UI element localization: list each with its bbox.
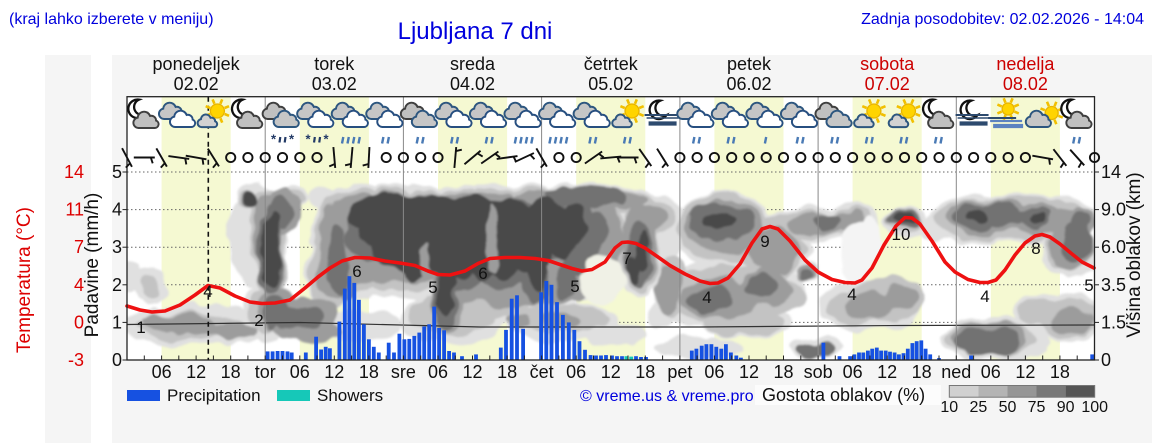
svg-text:18: 18	[497, 362, 517, 382]
svg-text:06: 06	[566, 362, 586, 382]
svg-text:4: 4	[74, 275, 84, 295]
svg-text:sre: sre	[391, 362, 416, 382]
svg-text:ned: ned	[941, 362, 971, 382]
svg-text:0: 0	[1101, 350, 1111, 370]
svg-text:*: *	[306, 132, 312, 147]
svg-text:12: 12	[1015, 362, 1035, 382]
svg-text:7: 7	[622, 249, 631, 268]
svg-text:(kraj lahko izberete v meniju): (kraj lahko izberete v meniju)	[9, 11, 214, 28]
svg-text:9: 9	[760, 232, 769, 251]
svg-text:4: 4	[203, 282, 212, 301]
svg-text:6: 6	[478, 264, 487, 283]
svg-text:*: *	[324, 132, 330, 147]
svg-text:Showers: Showers	[317, 386, 383, 405]
svg-text:04.02: 04.02	[450, 74, 495, 94]
svg-text:18: 18	[635, 362, 655, 382]
svg-text:06: 06	[981, 362, 1001, 382]
svg-text:5: 5	[570, 277, 579, 296]
svg-text:14: 14	[64, 162, 84, 182]
svg-text:06: 06	[704, 362, 724, 382]
svg-text:1.5: 1.5	[1101, 312, 1126, 332]
svg-text:18: 18	[912, 362, 932, 382]
svg-text:02.02: 02.02	[174, 74, 219, 94]
svg-text:5: 5	[1084, 276, 1093, 295]
svg-text:06.02: 06.02	[726, 74, 771, 94]
svg-text:Gostota oblakov (%): Gostota oblakov (%)	[762, 385, 925, 405]
svg-text:torek: torek	[314, 54, 355, 74]
svg-text:5: 5	[428, 278, 437, 297]
svg-text:4: 4	[847, 285, 856, 304]
svg-text:06: 06	[843, 362, 863, 382]
svg-text:pet: pet	[667, 362, 692, 382]
svg-text:Temperatura (°C): Temperatura (°C)	[14, 207, 35, 353]
svg-text:08.02: 08.02	[1003, 74, 1048, 94]
svg-text:3.5: 3.5	[1101, 275, 1126, 295]
svg-text:3: 3	[112, 237, 122, 257]
svg-text:7: 7	[74, 237, 84, 257]
svg-text:ponedeljek: ponedeljek	[153, 54, 241, 74]
svg-text:*: *	[271, 132, 277, 147]
svg-text:12: 12	[186, 362, 206, 382]
svg-text:12: 12	[739, 362, 759, 382]
svg-text:10: 10	[892, 225, 911, 244]
svg-text:18: 18	[773, 362, 793, 382]
svg-text:8: 8	[1031, 239, 1040, 258]
svg-text:1: 1	[136, 318, 145, 337]
svg-text:-3: -3	[68, 350, 84, 370]
svg-text:05.02: 05.02	[588, 74, 633, 94]
svg-text:18: 18	[221, 362, 241, 382]
svg-text:2: 2	[254, 311, 263, 330]
svg-text:Višina oblakov (km): Višina oblakov (km)	[1124, 172, 1145, 337]
svg-text:50: 50	[999, 399, 1017, 416]
svg-text:0: 0	[112, 350, 122, 370]
svg-text:06: 06	[152, 362, 172, 382]
svg-text:sreda: sreda	[450, 54, 496, 74]
svg-text:06: 06	[428, 362, 448, 382]
svg-text:tor: tor	[255, 362, 276, 382]
svg-text:čet: čet	[530, 362, 554, 382]
svg-text:sobota: sobota	[860, 54, 915, 74]
svg-text:petek: petek	[727, 54, 772, 74]
svg-text:100: 100	[1081, 399, 1108, 416]
svg-text:Padavine (mm/h): Padavine (mm/h)	[82, 193, 103, 338]
svg-text:4: 4	[980, 287, 989, 306]
svg-text:12: 12	[462, 362, 482, 382]
svg-text:nedelja: nedelja	[996, 54, 1055, 74]
svg-text:90: 90	[1057, 399, 1075, 416]
svg-text:© vreme.us & vreme.pro: © vreme.us & vreme.pro	[580, 388, 754, 405]
svg-text:25: 25	[970, 399, 988, 416]
svg-text:06: 06	[290, 362, 310, 382]
svg-text:6.0: 6.0	[1101, 237, 1126, 257]
svg-text:12: 12	[324, 362, 344, 382]
svg-text:0: 0	[74, 312, 84, 332]
svg-text:4: 4	[702, 288, 711, 307]
svg-text:03.02: 03.02	[312, 74, 357, 94]
svg-text:Ljubljana 7 dni: Ljubljana 7 dni	[398, 18, 553, 45]
svg-text:75: 75	[1028, 399, 1046, 416]
svg-text:18: 18	[359, 362, 379, 382]
svg-text:9.0: 9.0	[1101, 200, 1126, 220]
svg-text:12: 12	[877, 362, 897, 382]
svg-text:10: 10	[940, 399, 958, 416]
svg-text:07.02: 07.02	[865, 74, 910, 94]
svg-text:14: 14	[1101, 162, 1121, 182]
svg-text:Zadnja posodobitev: 02.02.2026: Zadnja posodobitev: 02.02.2026 - 14:04	[861, 11, 1144, 28]
svg-text:6: 6	[352, 262, 361, 281]
svg-text:4: 4	[112, 200, 122, 220]
svg-text:četrtek: četrtek	[584, 54, 639, 74]
svg-text:18: 18	[1050, 362, 1070, 382]
svg-text:sob: sob	[804, 362, 833, 382]
svg-text:1: 1	[112, 312, 122, 332]
svg-text:2: 2	[112, 275, 122, 295]
svg-text:5: 5	[112, 162, 122, 182]
svg-text:Precipitation: Precipitation	[167, 386, 261, 405]
svg-text:*: *	[289, 132, 295, 147]
svg-text:11: 11	[65, 200, 84, 220]
svg-text:12: 12	[601, 362, 621, 382]
